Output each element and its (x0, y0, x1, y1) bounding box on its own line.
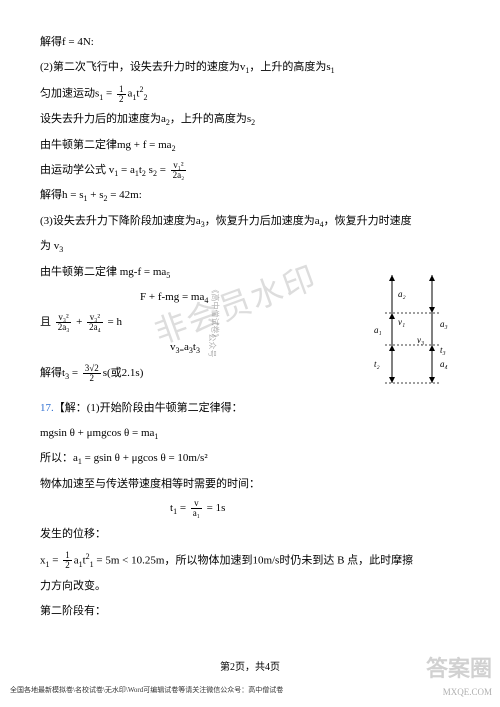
subscript: 3 (196, 346, 200, 355)
text-line: 17.【解：(1)开始阶段由牛顿第二定律得： (40, 398, 460, 419)
subscript: 3= (176, 346, 185, 355)
subscript: 2 (143, 93, 147, 102)
text-line: (2)第二次飞行中，设失去升力时的速度为v1，上升的高度为s1 (40, 57, 460, 78)
text: = a (118, 164, 135, 176)
text: ，上升的高度为s (170, 113, 251, 125)
text-line: (3)设失去升力下降阶段加速度为a3，恢复升力后加速度为a4，恢复升力时速度 (40, 211, 460, 232)
text: = gsin θ + μgcos θ = 10m/s² (82, 452, 208, 464)
fraction: 12 (117, 85, 126, 104)
text-line: 为 v3 (40, 236, 460, 257)
text: + s (87, 189, 103, 201)
text: 设失去升力后的加速度为a (40, 113, 166, 125)
text-line: 第二阶段有： (40, 601, 460, 622)
text-line: 解得h = s1 + s2 = 42m: (40, 185, 460, 206)
text: 由运动学公式 v (40, 164, 114, 176)
text-line: 由牛顿第二定律mg + f = ma2 (40, 135, 460, 156)
fraction: 12 (63, 551, 72, 570)
text-line: mgsin θ + μmgcos θ = ma1 (40, 423, 460, 444)
fraction: v₁²2a₂ (171, 161, 187, 180)
svg-text:a₄: a₄ (440, 359, 448, 369)
text: mgsin θ + μmgcos θ = ma (40, 427, 154, 439)
svg-text:a₁: a₁ (374, 325, 382, 335)
denominator: 2 (117, 95, 126, 104)
text-line: 所以：a1 = gsin θ + μgcos θ = 10m/s² (40, 448, 460, 469)
text: + (73, 316, 85, 328)
text: 由牛顿第二定律 mg-f = ma (40, 266, 166, 278)
text-line: 设失去升力后的加速度为a2，上升的高度为s2 (40, 109, 460, 130)
text: s (146, 164, 153, 176)
denominator: a₁ (191, 509, 202, 518)
text: 所以：a (40, 452, 78, 464)
motion-diagram: a₂ v₁ a₁ t₂ a₃ v₃ a₄ t₃ (362, 275, 462, 385)
corner-watermark: 答案圈 (426, 651, 492, 683)
text: ，恢复升力时速度 (324, 215, 412, 227)
text: 解得t (40, 367, 65, 379)
text-line: 解得f = 4N: (40, 32, 460, 53)
text: = 42m: (107, 189, 141, 201)
text: = 5m < 10.25m，所以物体加速到10m/s时仍未到达 B 点，此时摩擦 (94, 554, 414, 566)
text: (2)第二次飞行中，设失去升力时的速度为v (40, 61, 245, 73)
text: = h (105, 316, 122, 328)
text-line: 力方向改变。 (40, 576, 460, 597)
svg-text:t₂: t₂ (374, 359, 380, 369)
fraction: v₃²2a₃ (56, 313, 72, 332)
text: 解得h = s (40, 189, 83, 201)
subscript: 1 (331, 66, 335, 75)
text: 【解：(1)开始阶段由牛顿第二定律得： (54, 402, 243, 414)
corner-url: MXQE.COM (443, 687, 492, 697)
text: s(或2.1s) (103, 367, 144, 379)
text: F + f-mg = ma (140, 291, 204, 303)
text-line: 匀加速运动s1 = 12a1t22 (40, 82, 460, 105)
text: 且 (40, 316, 54, 328)
subscript: 3 (59, 245, 63, 254)
footer-source: 全国各地最新模拟卷\名校试卷\无水印\Word可编辑试卷等请关注微信公众号：高中… (10, 685, 283, 695)
text: = (69, 367, 81, 379)
text: = (157, 164, 169, 176)
text: = (177, 502, 189, 514)
subscript: 5 (166, 271, 170, 280)
svg-text:v₃: v₃ (417, 335, 424, 345)
text: ，恢复升力后加速度为a (205, 215, 320, 227)
text-line: x1 = 12a1t21 = 5m < 10.25m，所以物体加速到10m/s时… (40, 549, 460, 572)
denominator: 2 (63, 561, 72, 570)
denominator: 2a₂ (171, 171, 187, 180)
fraction: 3√22 (83, 364, 101, 383)
text-line: 物体加速至与传送带速度相等时需要的时间： (40, 474, 460, 495)
question-number: 17. (40, 402, 54, 414)
text: (3)设失去升力下降阶段加速度为a (40, 215, 201, 227)
text: = (50, 554, 62, 566)
text: 由牛顿第二定律mg + f = ma (40, 139, 172, 151)
subscript: 2 (251, 118, 255, 127)
denominator: 2 (83, 374, 101, 383)
subscript: 4 (204, 296, 208, 305)
text: 为 v (40, 240, 59, 252)
svg-text:a₂: a₂ (398, 289, 406, 299)
text: ，上升的高度为s (249, 61, 330, 73)
svg-text:v₁: v₁ (398, 317, 405, 327)
fraction: v₃²2a₄ (87, 313, 103, 332)
text-line: 由运动学公式 v1 = a1t2 s2 = v₁²2a₂ (40, 160, 460, 181)
text-line: t1 = va₁ = 1s (40, 498, 460, 519)
denominator: 2a₄ (87, 323, 103, 332)
subscript: 2 (172, 144, 176, 153)
fraction: va₁ (191, 499, 202, 518)
subscript: 1 (154, 432, 158, 441)
text: = (103, 88, 115, 100)
text: = 1s (204, 502, 225, 514)
svg-text:t₃: t₃ (440, 345, 446, 355)
text: 匀加速运动s (40, 88, 99, 100)
text-line: 发生的位移： (40, 524, 460, 545)
svg-text:a₃: a₃ (440, 319, 448, 329)
denominator: 2a₃ (56, 323, 72, 332)
